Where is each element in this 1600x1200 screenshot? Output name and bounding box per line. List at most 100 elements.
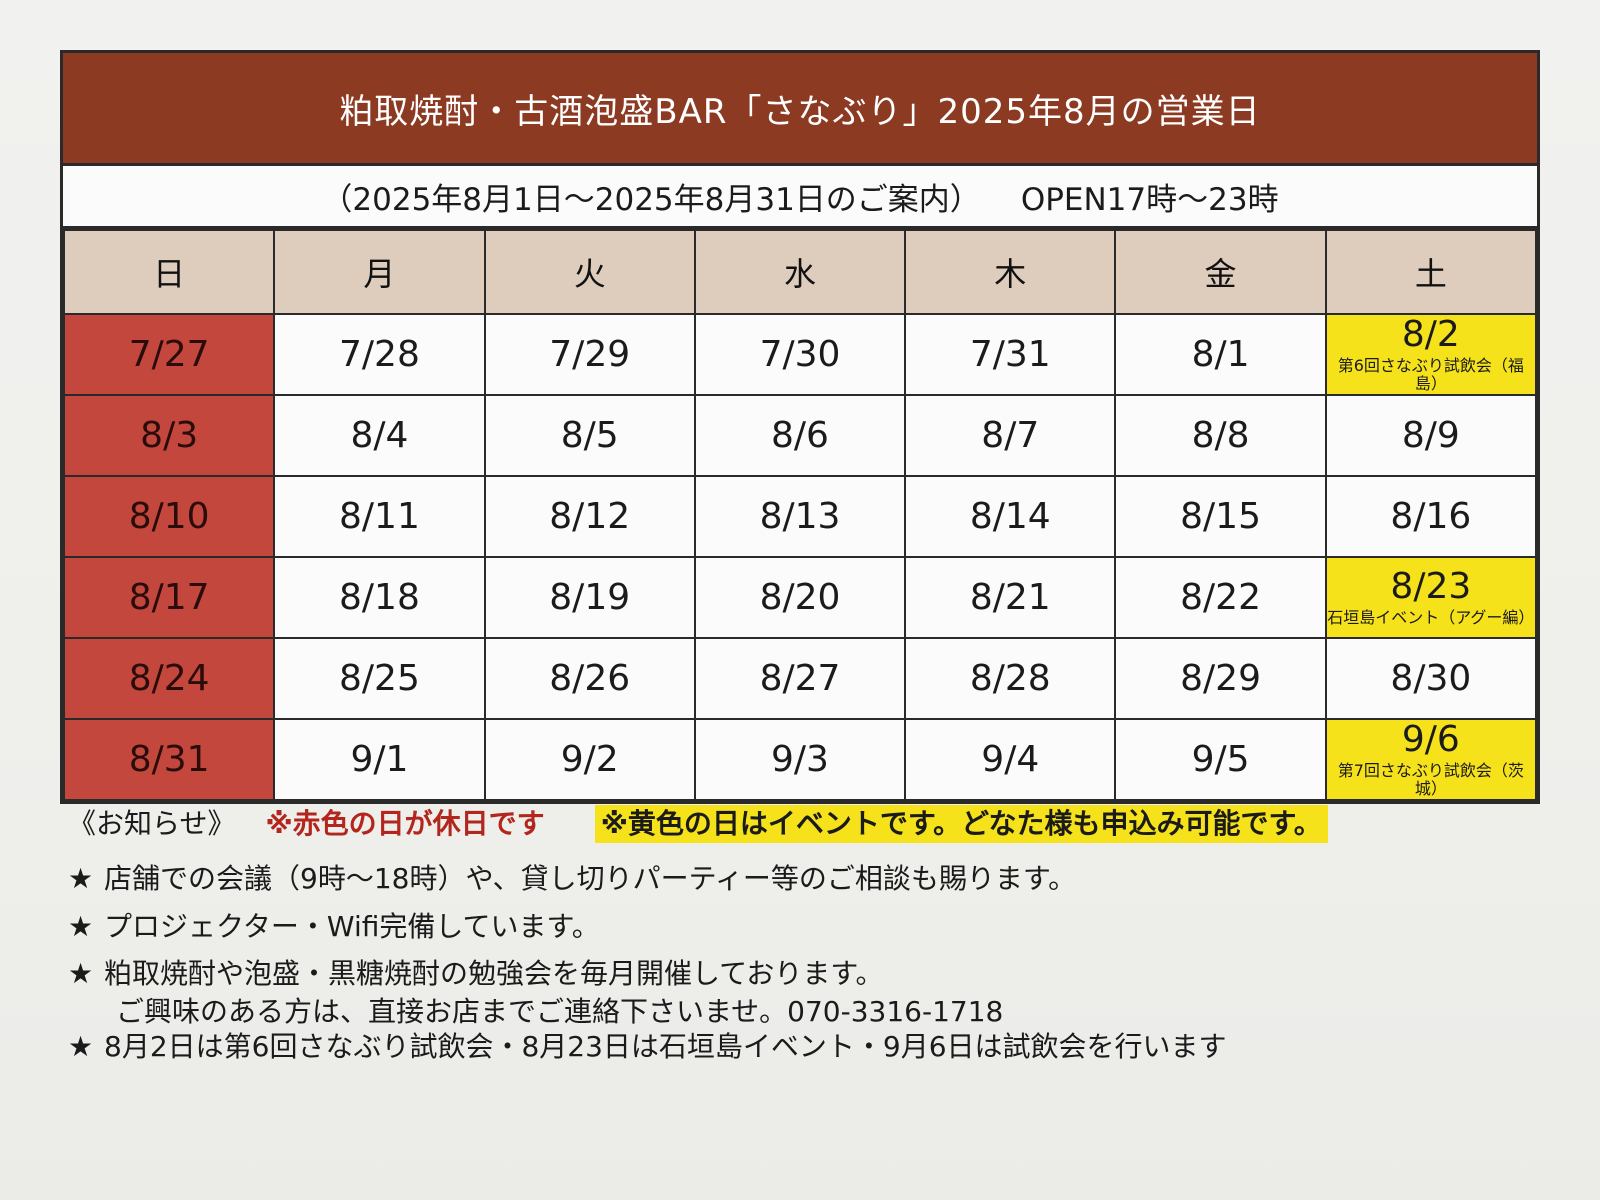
day-date: 8/24 [128,657,210,699]
notice-row: 《お知らせ》 ※赤色の日が休日です ※黄色の日はイベントです。どなた様も申込み可… [68,800,1548,848]
day-cell: 8/3 [62,394,276,477]
day-date: 8/26 [549,657,631,699]
note-events: ★ 8月2日は第6回さなぶり試飲会・8月23日は石垣島イベント・9月6日は試飲会… [68,1030,1548,1064]
event-legend: ※黄色の日はイベントです。どなた様も申込み可能です。 [594,805,1328,843]
day-cell: 8/14 [904,475,1117,558]
weekday-sun: 日 [62,229,276,315]
weekday-sat: 土 [1324,229,1538,315]
holiday-legend: ※赤色の日が休日です [265,807,545,841]
day-date: 8/4 [350,414,409,456]
day-cell: 7/27 [62,313,276,396]
day-cell: 8/13 [693,475,907,558]
day-cell: 9/1 [273,718,486,801]
day-cell: 8/2 第6回さなぶり試飲会（福島） [1324,313,1538,396]
day-cell: 8/9 [1324,394,1538,477]
weekday-header-row: 日 月 火 水 木 金 土 [62,229,1538,315]
day-cell: 8/29 [1114,637,1327,720]
day-cell: 8/16 [1324,475,1538,558]
hours-text: OPEN17時～23時 [1020,181,1279,218]
day-date: 8/28 [969,657,1051,699]
note-equipment-text: プロジェクター・Wifi完備しています。 [104,909,600,943]
day-date: 7/27 [128,333,210,375]
day-date: 7/28 [339,333,420,375]
day-cell: 8/1 [1114,313,1327,396]
day-cell: 7/28 [273,313,486,396]
day-date: 9/5 [1191,738,1250,780]
day-cell: 8/30 [1324,637,1538,720]
day-date: 8/23 [1390,565,1472,607]
event-note: 第6回さなぶり試飲会（福島） [1337,355,1524,393]
day-date: 8/22 [1180,576,1261,618]
event-note: 第7回さなぶり試飲会（茨城） [1337,760,1524,798]
notice-label: 《お知らせ》 [68,807,236,841]
day-date: 9/4 [981,738,1040,780]
day-cell: 7/29 [483,313,696,396]
day-cell: 8/25 [273,637,486,720]
star-icon: ★ [68,957,94,991]
day-cell: 9/6 第7回さなぶり試飲会（茨城） [1324,718,1538,801]
day-date: 8/2 [1401,313,1460,355]
day-date: 8/14 [969,495,1051,537]
note-contact: ご興味のある方は、直接お店までご連絡下さいませ。070-3316-1718 [116,994,1004,1028]
day-date: 8/31 [128,738,210,780]
day-date: 7/31 [969,333,1051,375]
day-date: 8/20 [759,576,841,618]
day-cell: 9/4 [904,718,1117,801]
week-row: 8/24 8/25 8/26 8/27 8/28 8/29 8/30 [62,637,1538,720]
calendar-body: 7/27 7/28 7/29 7/30 7/31 8/1 8/2 第6回さなぶり試飲会（福島）… [62,313,1538,801]
day-cell: 8/17 [62,556,276,639]
day-cell: 9/2 [483,718,696,801]
day-cell: 8/24 [62,637,276,720]
day-date: 8/5 [560,414,619,456]
period-text: （2025年8月1日～2025年8月31日のご案内） [321,181,981,218]
day-cell: 8/11 [273,475,486,558]
day-date: 8/29 [1180,657,1261,699]
day-cell: 8/12 [483,475,696,558]
day-cell: 8/19 [483,556,696,639]
day-date: 7/30 [759,333,841,375]
day-date: 8/1 [1191,333,1250,375]
note-meeting-text: 店舗での会議（9時～18時）や、貸し切りパーティー等のご相談も賜ります。 [104,862,1077,895]
day-date: 8/25 [339,657,420,699]
week-row: 8/31 9/1 9/2 9/3 9/4 9/5 9/6 第7回さなぶり試飲会（茨城） [62,718,1538,801]
calendar-table: 日 月 火 水 木 金 土 7/27 7/28 7/29 7/30 7/31 8/1 8/2… [62,229,1538,801]
day-date: 8/15 [1180,495,1261,537]
day-cell: 8/23 石垣島イベント（アグー編） [1324,556,1538,639]
calendar-sheet: 粕取焼酎・古酒泡盛BAR「さなぶり」2025年8月の営業日 （2025年8月1日… [60,50,1540,804]
week-row: 7/27 7/28 7/29 7/30 7/31 8/1 8/2 第6回さなぶり試飲会（福島） [62,313,1538,396]
day-date: 8/17 [128,576,210,618]
star-icon: ★ [68,1030,94,1064]
day-cell: 8/20 [693,556,907,639]
day-cell: 8/27 [693,637,907,720]
calendar-title: 粕取焼酎・古酒泡盛BAR「さなぶり」2025年8月の営業日 [63,53,1537,163]
day-date: 8/6 [771,414,829,456]
notes-section: 《お知らせ》 ※赤色の日が休日です ※黄色の日はイベントです。どなた様も申込み可… [68,800,1548,1064]
note-equipment: ★ プロジェクター・Wifi完備しています。 [68,910,1548,944]
day-cell: 8/10 [62,475,276,558]
info-bar: （2025年8月1日～2025年8月31日のご案内） OPEN17時～23時 [63,163,1537,229]
day-date: 9/1 [350,738,409,780]
day-date: 8/18 [339,576,420,618]
day-date: 9/6 [1401,718,1460,760]
day-cell: 8/28 [904,637,1117,720]
week-row: 8/17 8/18 8/19 8/20 8/21 8/22 8/23 石垣島イベント（アグー編… [62,556,1538,639]
day-date: 8/8 [1191,414,1250,456]
day-date: 8/9 [1401,414,1460,456]
week-row: 8/3 8/4 8/5 8/6 8/7 8/8 8/9 [62,394,1538,477]
day-date: 8/13 [759,495,841,537]
day-cell: 8/22 [1114,556,1327,639]
day-cell: 8/7 [904,394,1117,477]
day-date: 8/7 [981,414,1040,456]
day-cell: 8/15 [1114,475,1327,558]
weekday-tue: 火 [483,229,696,315]
week-row: 8/10 8/11 8/12 8/13 8/14 8/15 8/16 [62,475,1538,558]
day-date: 7/29 [549,333,631,375]
day-cell: 9/5 [1114,718,1327,801]
day-cell: 7/30 [693,313,907,396]
day-date: 8/11 [339,495,420,537]
note-study-text: 粕取焼酎や泡盛・黒糖焼酎の勉強会を毎月開催しております。 [104,957,884,991]
day-date: 8/10 [128,495,210,537]
day-date: 8/30 [1390,657,1472,699]
star-icon: ★ [68,909,94,943]
day-cell: 8/26 [483,637,696,720]
